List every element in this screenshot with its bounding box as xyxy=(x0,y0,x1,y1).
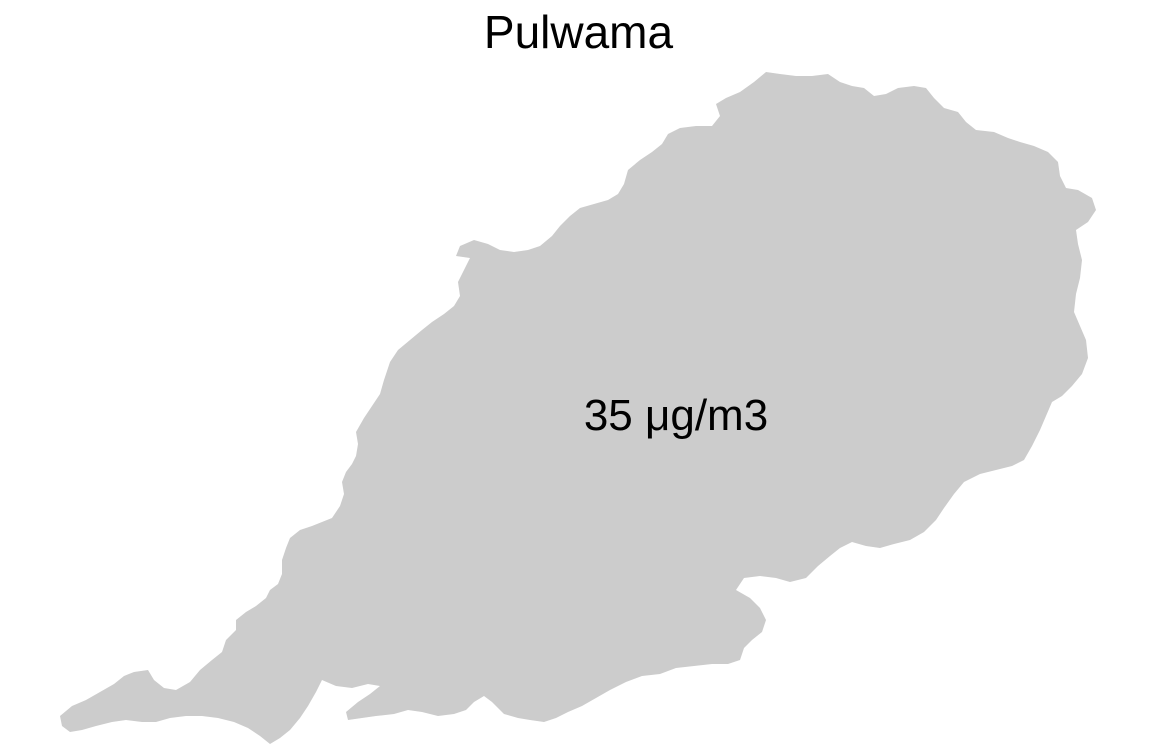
map-title: Pulwama xyxy=(483,6,674,58)
district-value-label: 35 μg/m3 xyxy=(583,391,769,440)
pulwama-district-shape xyxy=(60,72,1096,744)
